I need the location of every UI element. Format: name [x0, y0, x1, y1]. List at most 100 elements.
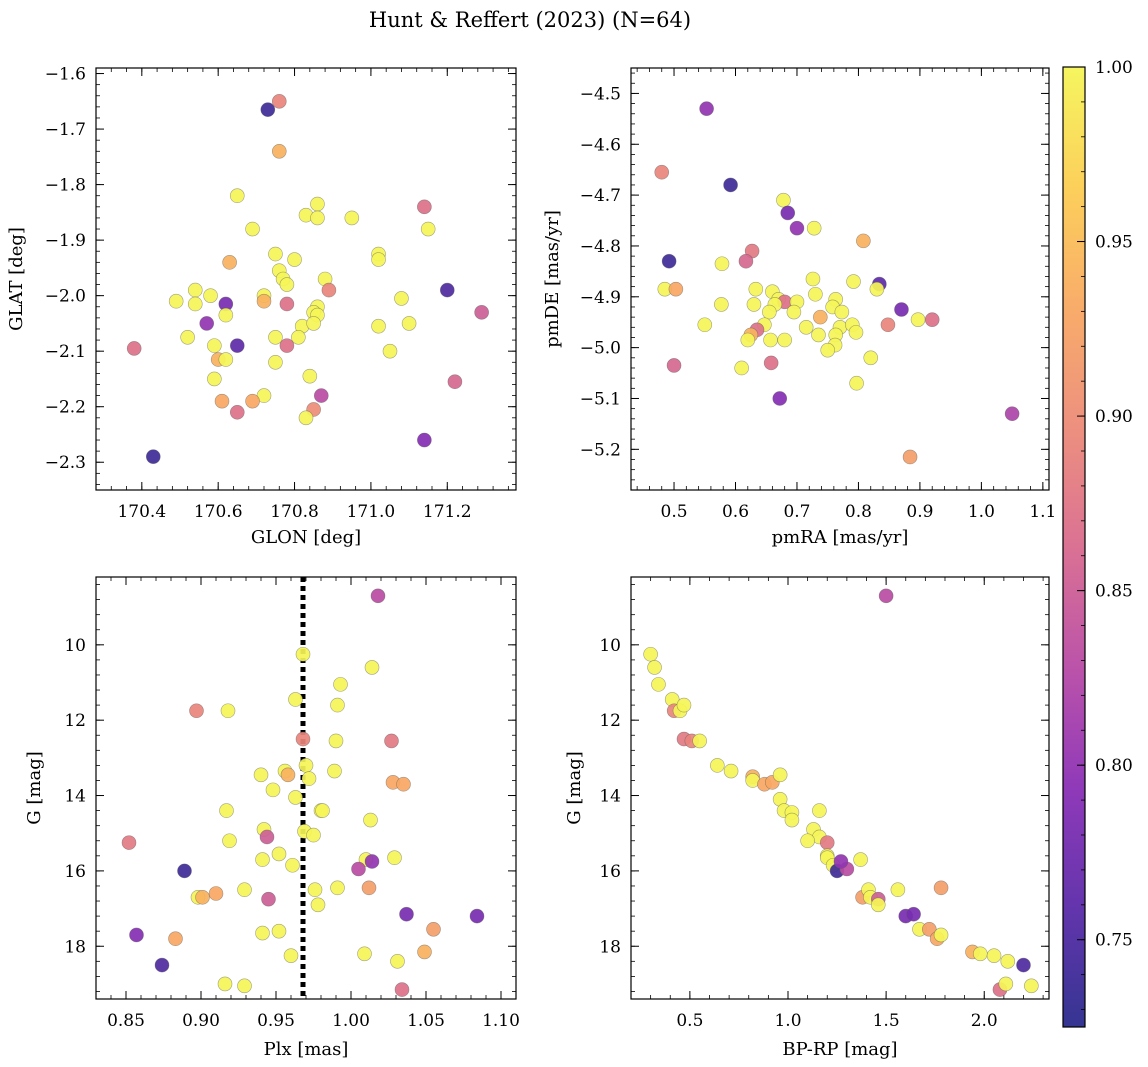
scatter-point [371, 252, 386, 267]
scatter-point [714, 256, 730, 272]
scatter-point [180, 330, 195, 345]
scatter-point [890, 882, 906, 898]
scatter-point [439, 282, 455, 298]
scatter-point [271, 923, 287, 939]
x-tick-label: 0.8 [845, 502, 872, 522]
scatter-point [307, 882, 323, 898]
y-tick-label: 16 [599, 862, 621, 882]
scatter-point [189, 703, 204, 719]
y-tick-label: 14 [64, 787, 86, 807]
scatter-point [734, 360, 749, 376]
scatter-point [1016, 957, 1031, 973]
scatter-point [253, 767, 269, 783]
x-tick-label: 0.95 [257, 1011, 295, 1031]
scatter-point [849, 375, 864, 391]
scatter-point [834, 304, 850, 320]
scatter-point [177, 863, 192, 879]
scatter-point [229, 404, 245, 420]
scatter-point [986, 948, 1002, 963]
x-tick-label: 0.85 [107, 1011, 145, 1031]
scatter-point [651, 677, 666, 692]
scatter-point [853, 852, 868, 867]
x-tick-label: 0.5 [676, 1011, 703, 1031]
x-tick-label: 1.1 [1029, 502, 1056, 522]
scatter-point [298, 758, 314, 773]
scatter-point [255, 925, 270, 941]
major-ticks [96, 577, 516, 999]
scatter-point [310, 196, 325, 212]
scatter-point [214, 393, 230, 409]
scatter-point [321, 282, 337, 298]
scatter-point [145, 449, 161, 464]
scatter-point [344, 210, 360, 226]
x-tick-label: 0.9 [906, 502, 933, 522]
scatter-point [387, 850, 402, 866]
scatter-point [474, 305, 489, 320]
scatter-point [910, 312, 926, 327]
scatter-point [762, 304, 777, 320]
scatter-point [776, 192, 791, 208]
scatter-point [714, 297, 729, 312]
colorbar-tick-label: 0.90 [1095, 407, 1133, 427]
scatter-point [154, 957, 170, 973]
scatter-point [710, 758, 725, 773]
scatter-point [279, 277, 295, 292]
x-tick-label: 170.8 [270, 502, 319, 522]
scatter-point [780, 205, 796, 221]
scatter-point [310, 897, 326, 913]
scatter-point [924, 312, 940, 327]
scatter-point [668, 281, 684, 297]
y-axis-label: G [mag] [24, 751, 45, 824]
scatter-point [168, 293, 184, 309]
scatter-point [287, 252, 302, 267]
x-tick-label: 1.05 [407, 1011, 445, 1031]
scatter-point [279, 296, 295, 312]
scatter-point [363, 812, 378, 828]
scatter-point [805, 271, 821, 287]
scatter-point [351, 861, 366, 877]
scatter-point [217, 976, 233, 992]
x-tick-label: 0.7 [783, 502, 810, 522]
scatter-point [259, 829, 275, 845]
scatter-point [219, 803, 234, 818]
scatter-point [902, 449, 918, 465]
scatter-point [998, 976, 1014, 992]
scatter-point [285, 857, 300, 873]
y-tick-label: −1.9 [45, 231, 86, 251]
x-tick-label: 1.00 [332, 1011, 370, 1031]
y-tick-label: −4.8 [580, 237, 621, 257]
scatter-point [268, 330, 283, 345]
scatter-point [723, 763, 739, 779]
data-points [126, 94, 489, 464]
scatter-point [330, 697, 345, 713]
y-tick-label: −5.1 [580, 389, 621, 409]
scatter-panel-1: 170.4 170.6 170.8 171.0 171.2 −2.3 −2.2 −2.1 −2.… [6, 65, 517, 548]
scatter-point [279, 338, 295, 353]
scatter-point [856, 233, 871, 249]
scatter-point [271, 143, 287, 159]
scatter-point [399, 906, 414, 922]
scatter-point [280, 767, 296, 783]
scatter-point [798, 320, 814, 335]
scatter-point [973, 946, 988, 962]
y-tick-label: 18 [64, 937, 86, 957]
scatter-point [846, 274, 861, 289]
scatter-point [222, 255, 237, 270]
scatter-point [784, 812, 800, 828]
colorbar-tick-label: 0.85 [1095, 582, 1133, 602]
scatter-point [295, 731, 311, 747]
scatter-point [740, 332, 756, 348]
scatter-point [808, 286, 823, 302]
scatter-point [661, 253, 677, 269]
scatter-point [218, 307, 234, 323]
scatter-point [833, 854, 849, 869]
scatter-point [447, 374, 463, 390]
scatter-point [291, 330, 306, 345]
scatter-point [207, 371, 222, 387]
scatter-point [126, 341, 142, 356]
plot-area [96, 577, 516, 999]
y-tick-label: 12 [64, 711, 86, 731]
scatter-point [723, 177, 738, 193]
y-tick-label: 10 [599, 636, 621, 656]
